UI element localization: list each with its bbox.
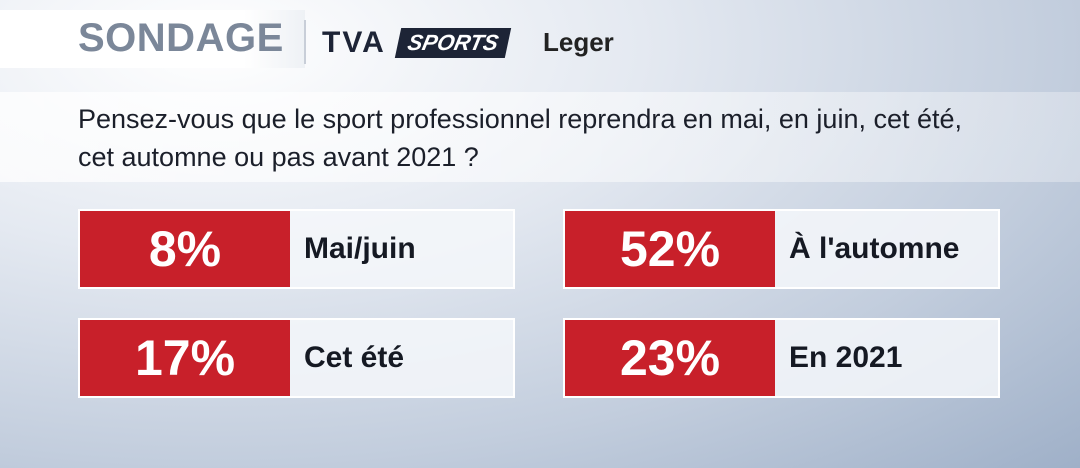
- logo-leger: Leger: [543, 27, 614, 57]
- title: SONDAGE: [78, 16, 284, 60]
- result-label: Mai/juin: [304, 232, 416, 265]
- result-percent: 17%: [80, 320, 290, 396]
- result-card: 17% Cet été: [78, 318, 515, 398]
- logo-tva: TVA: [322, 26, 386, 59]
- result-label: Cet été: [304, 341, 405, 374]
- result-percent: 52%: [565, 211, 775, 287]
- result-card: 8% Mai/juin: [78, 209, 515, 289]
- question-band: [0, 92, 1080, 182]
- result-percent: 8%: [80, 211, 290, 287]
- result-card: 23% En 2021: [563, 318, 1000, 398]
- logo-sports: SPORTS: [394, 28, 512, 58]
- result-label: En 2021: [789, 341, 903, 374]
- result-label: À l'automne: [789, 232, 960, 265]
- result-card: 52% À l'automne: [563, 209, 1000, 289]
- question: Pensez-vous que le sport professionnel r…: [78, 104, 963, 172]
- result-percent: 23%: [565, 320, 775, 396]
- title-strip: [0, 10, 305, 68]
- separator: [304, 20, 306, 64]
